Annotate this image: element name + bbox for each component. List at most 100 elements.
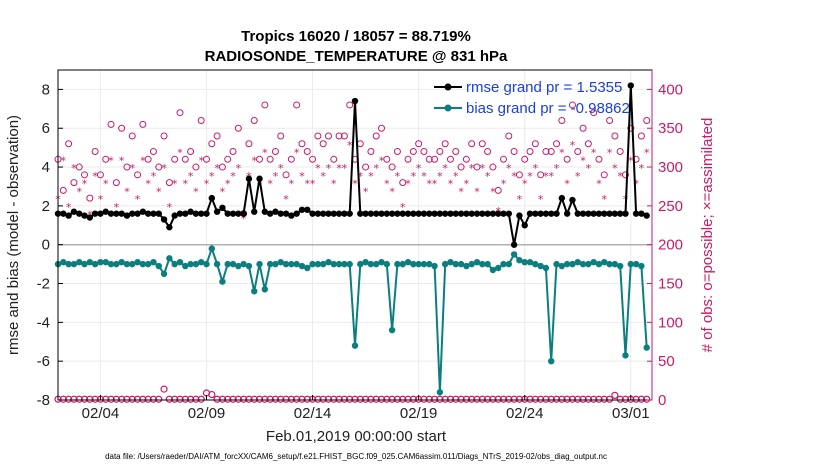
obs-possible-point (478, 140, 486, 148)
bias-point (595, 260, 603, 268)
obs-assimilated-point: * (183, 178, 189, 191)
obs-possible-point (393, 148, 401, 156)
obs-assimilated-point: * (453, 170, 459, 183)
left-tick-label: -4 (37, 314, 50, 331)
rmse-point (383, 210, 391, 217)
obs-assimilated-point: * (548, 170, 554, 183)
obs-near-zero-point (335, 395, 343, 403)
obs-assimilated-point: * (586, 162, 592, 175)
bias-point (441, 260, 449, 268)
bias-point (542, 264, 550, 272)
obs-possible-point (245, 140, 253, 148)
obs-near-zero-point (186, 395, 195, 403)
bias-point (415, 260, 422, 268)
obs-possible-point (112, 179, 120, 187)
obs-near-zero-point (208, 390, 216, 399)
obs-possible-point (282, 171, 290, 179)
obs-near-zero-point (568, 395, 577, 403)
right-tick-label: 50 (658, 353, 675, 370)
rmse-point (150, 210, 157, 217)
obs-possible-point (446, 155, 454, 163)
obs-assimilated-point: * (294, 147, 300, 160)
obs-possible-point (309, 155, 317, 163)
bias-point (346, 260, 353, 268)
obs-possible-point (452, 148, 460, 156)
bias-point (638, 262, 645, 270)
bias-point (60, 258, 67, 266)
rmse-point (266, 210, 274, 217)
rmse-point (288, 212, 295, 219)
bias-point (261, 286, 269, 293)
obs-possible-point (595, 155, 603, 163)
obs-assimilated-point: * (628, 154, 634, 167)
obs-near-zero-point (144, 395, 152, 403)
rmse-point (410, 210, 417, 217)
rmse-point (484, 210, 491, 217)
obs-assimilated-point: * (458, 185, 464, 198)
obs-near-zero-point (75, 395, 83, 403)
rmse-point (60, 210, 67, 217)
left-tick-label: -8 (37, 392, 50, 409)
obs-assimilated-point: * (151, 170, 157, 183)
obs-possible-point (314, 132, 322, 140)
bias-point (176, 258, 184, 266)
obs-possible-point (234, 124, 242, 132)
obs-near-zero-point (404, 395, 412, 403)
obs-assimilated-point: * (517, 193, 523, 206)
obs-assimilated-point: * (225, 178, 231, 191)
bias-point (622, 352, 629, 359)
rmse-markers (54, 82, 650, 248)
bias-point (494, 264, 502, 272)
obs-assimilated-point: * (543, 170, 549, 183)
obs-assimilated-point: * (71, 162, 77, 175)
obs-near-zero-point (632, 395, 640, 403)
bias-point (197, 258, 205, 266)
rmse-point (468, 210, 475, 217)
legend: rmse grand pr = 1.5355 bias grand pr = -… (434, 79, 630, 117)
bias-point (569, 260, 576, 268)
obs-possible-point (500, 155, 507, 163)
left-tick-label: 4 (42, 159, 50, 176)
bias-point (245, 262, 253, 270)
obs-possible-point (319, 140, 327, 148)
obs-possible-point (197, 116, 205, 124)
obs-near-zero-point (330, 395, 338, 403)
rmse-point (521, 222, 528, 229)
rmse-point (579, 210, 587, 217)
bias-point (590, 258, 597, 266)
x-tick-label: 02/24 (506, 405, 544, 422)
obs-assimilated-point: * (342, 162, 348, 175)
bias-point (155, 262, 162, 270)
x-tick-label: 03/01 (612, 405, 650, 422)
rmse-point (97, 210, 104, 217)
obs-possible-point (515, 171, 523, 179)
rmse-point (388, 210, 396, 217)
obs-near-zero-point (468, 395, 476, 403)
obs-possible-point (171, 155, 179, 163)
obs-assimilated-point: * (209, 170, 215, 183)
bias-point (489, 266, 497, 274)
right-axis-ticks: 0 50 100 150 200 250 300 350 400 (647, 81, 683, 409)
obs-assimilated-point: * (140, 154, 146, 167)
obs-near-zero-point (160, 385, 168, 393)
bias-point (616, 262, 624, 270)
bias-point (367, 260, 375, 268)
bias-point (81, 260, 88, 268)
bias-point (548, 357, 555, 365)
obs-near-zero-point (287, 395, 295, 403)
bias-point (521, 258, 528, 266)
obs-assimilated-point: * (352, 178, 358, 191)
right-tick-label: 350 (658, 120, 683, 137)
obs-assimilated-point: * (130, 162, 136, 175)
rmse-point (441, 210, 449, 217)
bias-point (123, 260, 131, 268)
bias-point (563, 260, 571, 268)
rmse-point (505, 210, 513, 217)
obs-possible-point (441, 140, 449, 148)
obs-near-zero-point (393, 395, 402, 403)
bias-point (160, 270, 168, 278)
obs-near-zero-point (133, 395, 142, 403)
obs-assimilated-point: * (490, 185, 496, 198)
obs-assimilated-point: * (114, 201, 120, 214)
bias-point (457, 260, 465, 268)
